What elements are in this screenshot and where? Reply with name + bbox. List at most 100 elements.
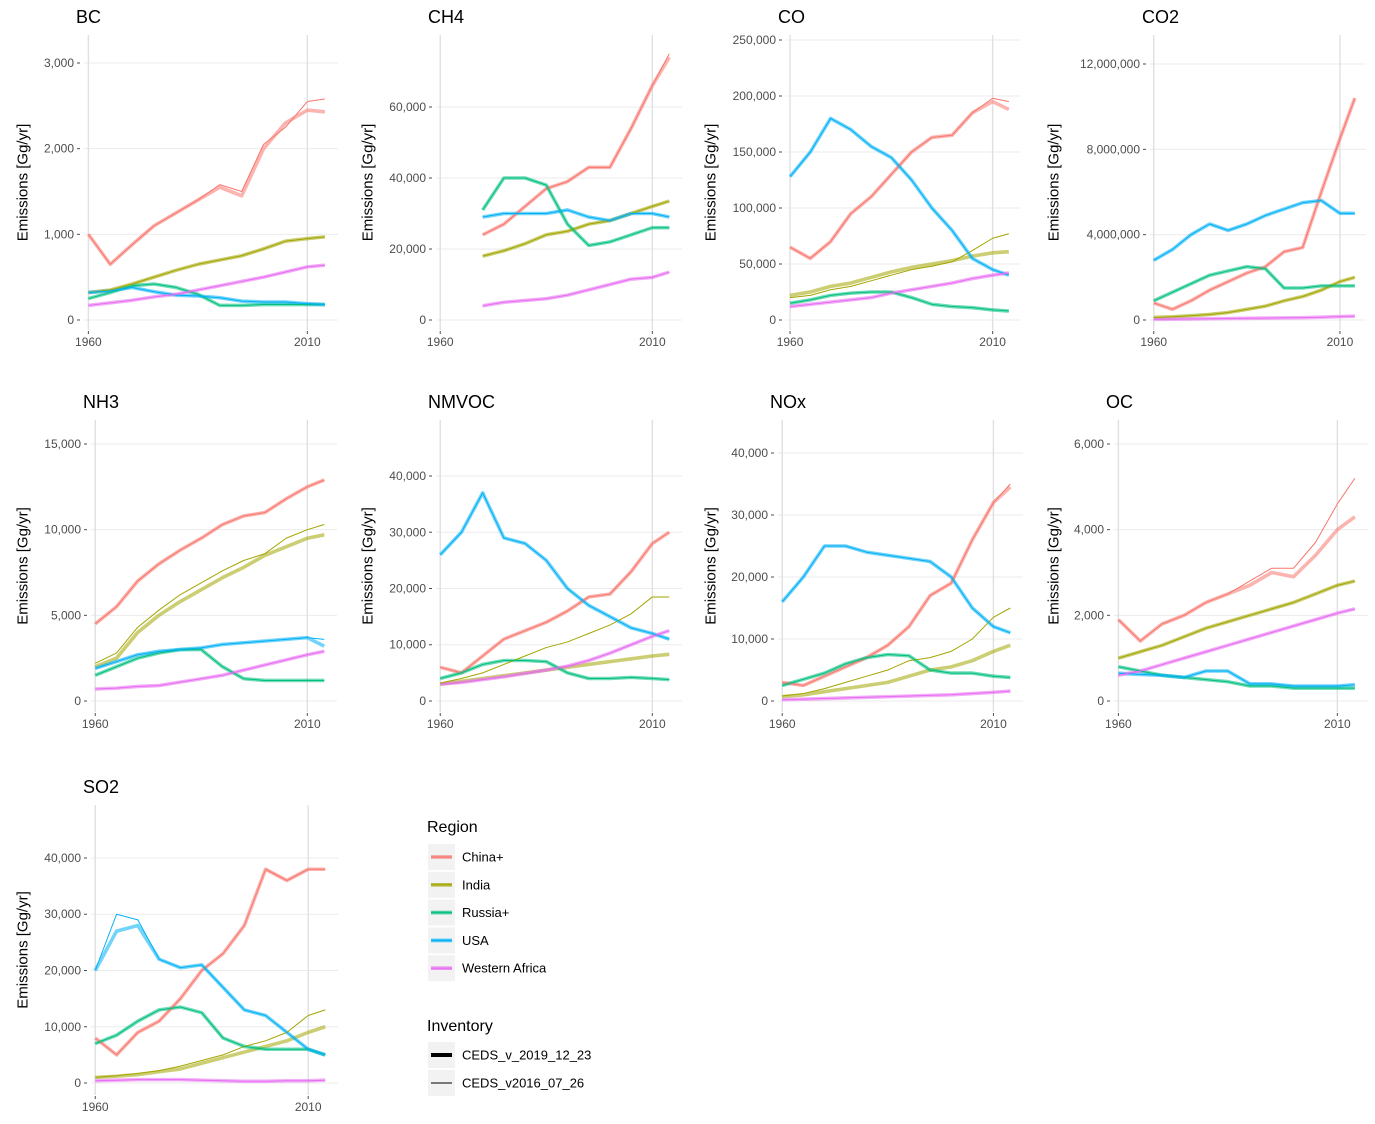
panel-title: NMVOC (428, 392, 495, 412)
series-line (1153, 97, 1356, 310)
series-line (95, 1079, 326, 1082)
y-tick-label: 10,000 (731, 632, 768, 646)
x-tick-label: 1960 (777, 335, 804, 349)
series-line (95, 1006, 326, 1056)
legend-label: China+ (462, 850, 504, 865)
y-tick-label: 15,000 (44, 437, 81, 451)
panel-title: NH3 (83, 392, 119, 412)
y-tick-label: 2,000 (44, 142, 74, 156)
panel-title: CO2 (1142, 7, 1179, 27)
series-line (94, 913, 326, 1056)
y-tick-label: 10,000 (44, 523, 81, 537)
y-tick-label: 4,000,000 (1087, 228, 1141, 242)
legend-title: Inventory (427, 1018, 493, 1035)
series-line (94, 868, 326, 1056)
legend-label: India (462, 877, 491, 892)
series-line (782, 607, 1011, 697)
x-tick-label: 2010 (639, 335, 666, 349)
series-line (1152, 198, 1355, 262)
series-line (788, 116, 1010, 277)
series-line (482, 209, 670, 222)
series-line (88, 264, 325, 306)
x-tick-label: 1960 (82, 717, 109, 731)
y-axis-label: Emissions [Gg/yr] (702, 124, 719, 242)
y-tick-label: 20,000 (44, 964, 81, 978)
y-axis-label: Emissions [Gg/yr] (359, 507, 376, 625)
x-tick-label: 2010 (979, 335, 1006, 349)
legend-title: Region (427, 819, 478, 836)
series-line (88, 283, 325, 306)
series-line (789, 117, 1010, 276)
series-line (88, 286, 325, 306)
y-tick-label: 200,000 (733, 89, 777, 103)
y-tick-label: 3,000 (44, 56, 74, 70)
series-line (1118, 477, 1356, 642)
legend-label: Western Africa (462, 961, 547, 976)
x-tick-label: 2010 (639, 717, 666, 731)
series-line (782, 690, 1011, 701)
y-tick-label: 20,000 (731, 570, 768, 584)
series-line (440, 596, 670, 684)
series-line (94, 478, 325, 626)
y-tick-label: 30,000 (731, 508, 768, 522)
y-tick-label: 0 (761, 694, 768, 708)
x-tick-label: 1960 (769, 717, 796, 731)
y-tick-label: 6,000 (1074, 437, 1104, 451)
series-line (1153, 276, 1355, 318)
panel-title: SO2 (83, 777, 119, 797)
y-tick-label: 30,000 (44, 907, 81, 921)
x-tick-label: 2010 (294, 335, 321, 349)
y-tick-label: 40,000 (44, 851, 81, 865)
series-line (482, 200, 670, 257)
series-line (482, 270, 670, 308)
y-tick-label: 12,000,000 (1080, 57, 1140, 71)
legend-label: Russia+ (462, 905, 509, 920)
y-axis-label: Emissions [Gg/yr] (1045, 507, 1062, 625)
y-axis-label: Emissions [Gg/yr] (359, 124, 376, 242)
series-line (95, 524, 325, 664)
y-tick-label: 0 (769, 313, 776, 327)
series-line (440, 630, 670, 685)
series-line (482, 177, 670, 246)
panel-title: BC (76, 7, 101, 27)
series-line (95, 1009, 326, 1078)
series-line (440, 531, 670, 674)
series-line (95, 649, 325, 681)
series-line (789, 291, 1009, 312)
y-tick-label: 0 (67, 313, 74, 327)
series-line (789, 272, 1009, 308)
y-tick-label: 60,000 (389, 100, 426, 114)
y-tick-label: 0 (419, 313, 426, 327)
series-line (782, 643, 1011, 699)
legend-label: USA (462, 933, 489, 948)
y-tick-label: 0 (1133, 313, 1140, 327)
legend-label: CEDS_v2016_07_26 (462, 1076, 584, 1091)
y-tick-label: 1,000 (44, 227, 74, 241)
y-tick-label: 4,000 (1074, 523, 1104, 537)
series-line (789, 249, 1009, 298)
x-tick-label: 2010 (1327, 335, 1354, 349)
series-line (1153, 275, 1356, 320)
x-tick-label: 1960 (82, 1100, 109, 1114)
series-line (1118, 608, 1355, 676)
x-tick-label: 1960 (75, 335, 102, 349)
y-tick-label: 10,000 (44, 1020, 81, 1034)
series-line (789, 233, 1009, 299)
y-tick-label: 2,000 (1074, 608, 1104, 622)
series-line (782, 483, 1011, 686)
series-line (1153, 200, 1355, 261)
series-line (95, 1025, 326, 1080)
y-tick-label: 40,000 (389, 171, 426, 185)
series-line (95, 650, 325, 690)
series-line (94, 479, 325, 625)
y-tick-label: 30,000 (389, 525, 426, 539)
series-line (439, 492, 670, 640)
series-line (482, 53, 670, 236)
y-tick-label: 150,000 (733, 145, 777, 159)
x-tick-label: 1960 (427, 717, 454, 731)
x-tick-label: 1960 (427, 335, 454, 349)
y-tick-label: 250,000 (733, 33, 777, 47)
y-tick-label: 0 (419, 694, 426, 708)
